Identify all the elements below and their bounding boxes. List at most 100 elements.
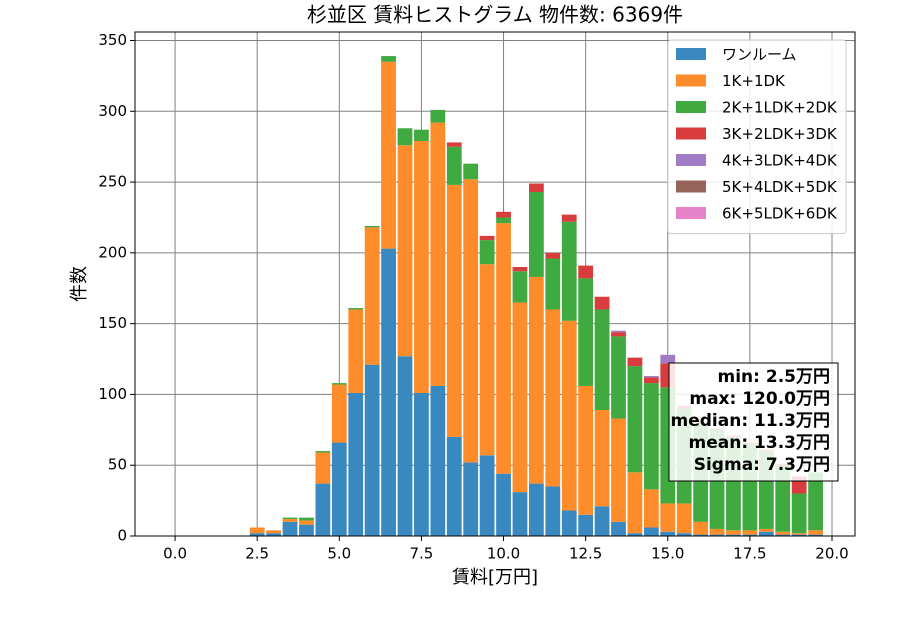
- bar: [627, 357, 643, 367]
- bar: [545, 486, 561, 536]
- bar: [414, 141, 429, 394]
- bar: [643, 489, 659, 528]
- bar: [545, 309, 561, 487]
- bar: [282, 521, 298, 536]
- bar: [414, 129, 429, 142]
- chart-title: 杉並区 賃料ヒストグラム 物件数: 6369件: [307, 3, 683, 27]
- bar: [627, 472, 643, 534]
- bar: [479, 240, 495, 265]
- legend-box: [667, 39, 847, 234]
- bar: [726, 530, 741, 535]
- bar: [528, 191, 544, 277]
- y-tick-label: 100: [98, 385, 127, 403]
- bar: [758, 528, 774, 532]
- y-tick-label: 150: [98, 314, 127, 332]
- bar: [611, 330, 626, 333]
- annotation-text: max: 120.0万円: [689, 389, 830, 409]
- bar: [627, 366, 643, 473]
- bar: [512, 492, 528, 536]
- bar: [660, 503, 676, 532]
- bar: [331, 384, 347, 443]
- x-tick-label: 20.0: [815, 545, 848, 563]
- annotation-text: mean: 13.3万円: [689, 433, 830, 453]
- bar: [726, 534, 741, 536]
- annotation-box: [668, 362, 839, 482]
- annotation-text: min: 2.5万円: [718, 367, 830, 387]
- bar: [331, 442, 347, 536]
- bar: [463, 163, 479, 180]
- bar: [676, 503, 692, 534]
- y-tick-label: 50: [108, 456, 127, 474]
- bar: [611, 332, 626, 337]
- bar: [381, 61, 396, 249]
- bar: [299, 517, 314, 521]
- bar: [512, 267, 528, 272]
- bar: [742, 534, 758, 536]
- bar: [742, 530, 758, 535]
- x-tick-label: 12.5: [569, 545, 602, 563]
- bar: [545, 252, 561, 259]
- annotation-text: Sigma: 7.3万円: [694, 455, 830, 475]
- x-tick-label: 2.5: [245, 545, 269, 563]
- bar: [512, 302, 528, 493]
- x-tick-label: 7.5: [409, 545, 433, 563]
- bar: [299, 520, 314, 525]
- bar: [643, 383, 659, 490]
- bar: [249, 527, 265, 534]
- bar: [808, 530, 823, 535]
- x-tick-label: 17.5: [733, 545, 766, 563]
- bar: [463, 179, 479, 463]
- bar: [282, 517, 298, 520]
- y-tick-label: 300: [98, 102, 127, 120]
- bar: [693, 534, 709, 536]
- bar: [561, 221, 577, 321]
- bar: [611, 336, 626, 419]
- bar: [561, 320, 577, 511]
- bar: [643, 376, 659, 378]
- bar: [775, 531, 791, 535]
- bar: [643, 527, 659, 536]
- bar: [660, 354, 676, 364]
- bar: [299, 524, 314, 536]
- bar: [578, 385, 594, 515]
- bar: [364, 225, 380, 228]
- legend-label: 3K+2LDK+3DK: [722, 125, 838, 143]
- bar: [611, 418, 626, 522]
- bar: [791, 534, 807, 536]
- bar: [266, 533, 282, 536]
- bar: [364, 364, 380, 536]
- x-tick-label: 5.0: [327, 545, 351, 563]
- bar: [348, 308, 364, 310]
- bar: [676, 533, 692, 536]
- bar: [643, 377, 659, 384]
- bar: [479, 264, 495, 456]
- bar: [660, 531, 676, 536]
- y-tick-label: 0: [117, 527, 127, 545]
- legend-swatch: [676, 127, 706, 140]
- legend-label: 2K+1LDK+2DK: [722, 99, 838, 117]
- bar: [397, 128, 413, 146]
- bar: [709, 528, 725, 535]
- legend-swatch: [676, 154, 706, 166]
- bar: [446, 146, 462, 185]
- bar: [315, 483, 331, 536]
- x-tick-label: 10.0: [487, 545, 520, 563]
- bar: [578, 278, 594, 386]
- bar: [266, 530, 282, 534]
- bar: [479, 455, 495, 536]
- bar: [561, 510, 577, 536]
- bar: [693, 521, 709, 535]
- y-tick-label: 250: [98, 173, 127, 191]
- bar: [496, 217, 511, 224]
- bar: [775, 465, 791, 532]
- bar: [496, 473, 511, 536]
- bar: [381, 56, 396, 62]
- plot-frame: [134, 31, 856, 537]
- x-axis-label: 賃料[万円]: [452, 567, 538, 588]
- bar: [545, 258, 561, 310]
- bar: [791, 493, 807, 534]
- bar: [315, 452, 331, 484]
- y-tick-label: 350: [98, 31, 127, 49]
- bar: [528, 276, 544, 484]
